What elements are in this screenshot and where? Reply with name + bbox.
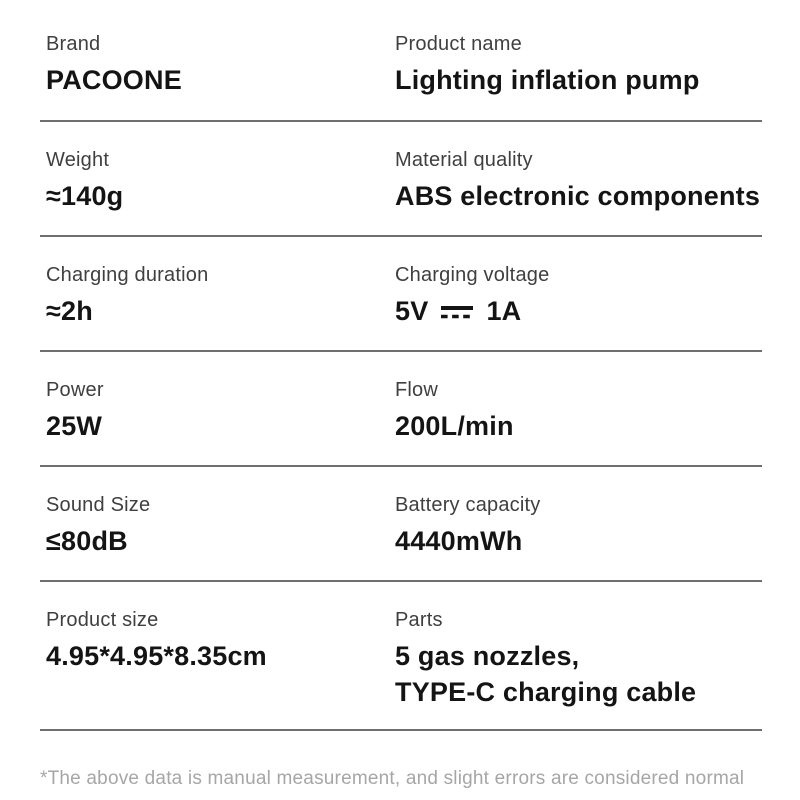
voltage-value: 5V <box>395 296 429 326</box>
spec-cell-flow: Flow 200L/min <box>390 378 762 444</box>
spec-label: Product size <box>46 609 159 631</box>
spec-row-charging: Charging duration ≈2h Charging voltage 5… <box>40 237 762 352</box>
spec-cell-sound: Sound Size ≤80dB <box>40 493 390 559</box>
spec-label: Power <box>46 379 104 401</box>
spec-value: ≤80dB <box>46 526 128 556</box>
spec-row-brand-product: Brand PACOONE Product name Lighting infl… <box>40 0 762 122</box>
spec-cell-size: Product size 4.95*4.95*8.35cm <box>40 608 390 710</box>
spec-cell-material: Material quality ABS electronic componen… <box>390 148 762 214</box>
spec-value: 200L/min <box>395 411 514 441</box>
amperage-value: 1A <box>486 296 522 326</box>
spec-label: Flow <box>395 379 439 401</box>
footnote: *The above data is manual measurement, a… <box>40 768 745 789</box>
spec-value: Lighting inflation pump <box>395 65 700 95</box>
spec-row-weight-material: Weight ≈140g Material quality ABS electr… <box>40 122 762 237</box>
spec-row-sound-battery: Sound Size ≤80dB Battery capacity 4440mW… <box>40 467 762 582</box>
spec-cell-charging-voltage: Charging voltage 5V 1A <box>390 263 762 329</box>
spec-label: Charging voltage <box>395 264 550 286</box>
spec-value: ≈2h <box>46 296 93 326</box>
spec-value: 25W <box>46 411 103 441</box>
spec-label: Material quality <box>395 149 533 171</box>
spec-label: Sound Size <box>46 494 151 516</box>
spec-cell-product-name: Product name Lighting inflation pump <box>390 32 762 98</box>
spec-cell-power: Power 25W <box>40 378 390 444</box>
spec-cell-parts: Parts 5 gas nozzles, TYPE-C charging cab… <box>390 608 762 710</box>
spec-label: Battery capacity <box>395 494 541 516</box>
spec-sheet: Brand PACOONE Product name Lighting infl… <box>40 0 762 731</box>
spec-cell-brand: Brand PACOONE <box>40 32 390 98</box>
spec-value: 4440mWh <box>395 526 523 556</box>
spec-value: 5 gas nozzles, <box>395 641 580 671</box>
spec-value: 5V 1A <box>395 293 762 329</box>
spec-value: ≈140g <box>46 181 124 211</box>
spec-value: ABS electronic components <box>395 181 761 211</box>
dc-voltage-icon <box>441 306 474 319</box>
spec-label: Charging duration <box>46 264 209 286</box>
spec-cell-battery: Battery capacity 4440mWh <box>390 493 762 559</box>
spec-value: 4.95*4.95*8.35cm <box>46 641 267 671</box>
spec-row-power-flow: Power 25W Flow 200L/min <box>40 352 762 467</box>
spec-cell-charging-duration: Charging duration ≈2h <box>40 263 390 329</box>
spec-label: Brand <box>46 33 101 55</box>
spec-value-line2: TYPE-C charging cable <box>395 677 697 707</box>
spec-value: PACOONE <box>46 65 182 95</box>
spec-cell-weight: Weight ≈140g <box>40 148 390 214</box>
spec-label: Parts <box>395 609 443 631</box>
spec-row-size-parts: Product size 4.95*4.95*8.35cm Parts 5 ga… <box>40 582 762 731</box>
spec-label: Product name <box>395 33 522 55</box>
spec-label: Weight <box>46 149 110 171</box>
